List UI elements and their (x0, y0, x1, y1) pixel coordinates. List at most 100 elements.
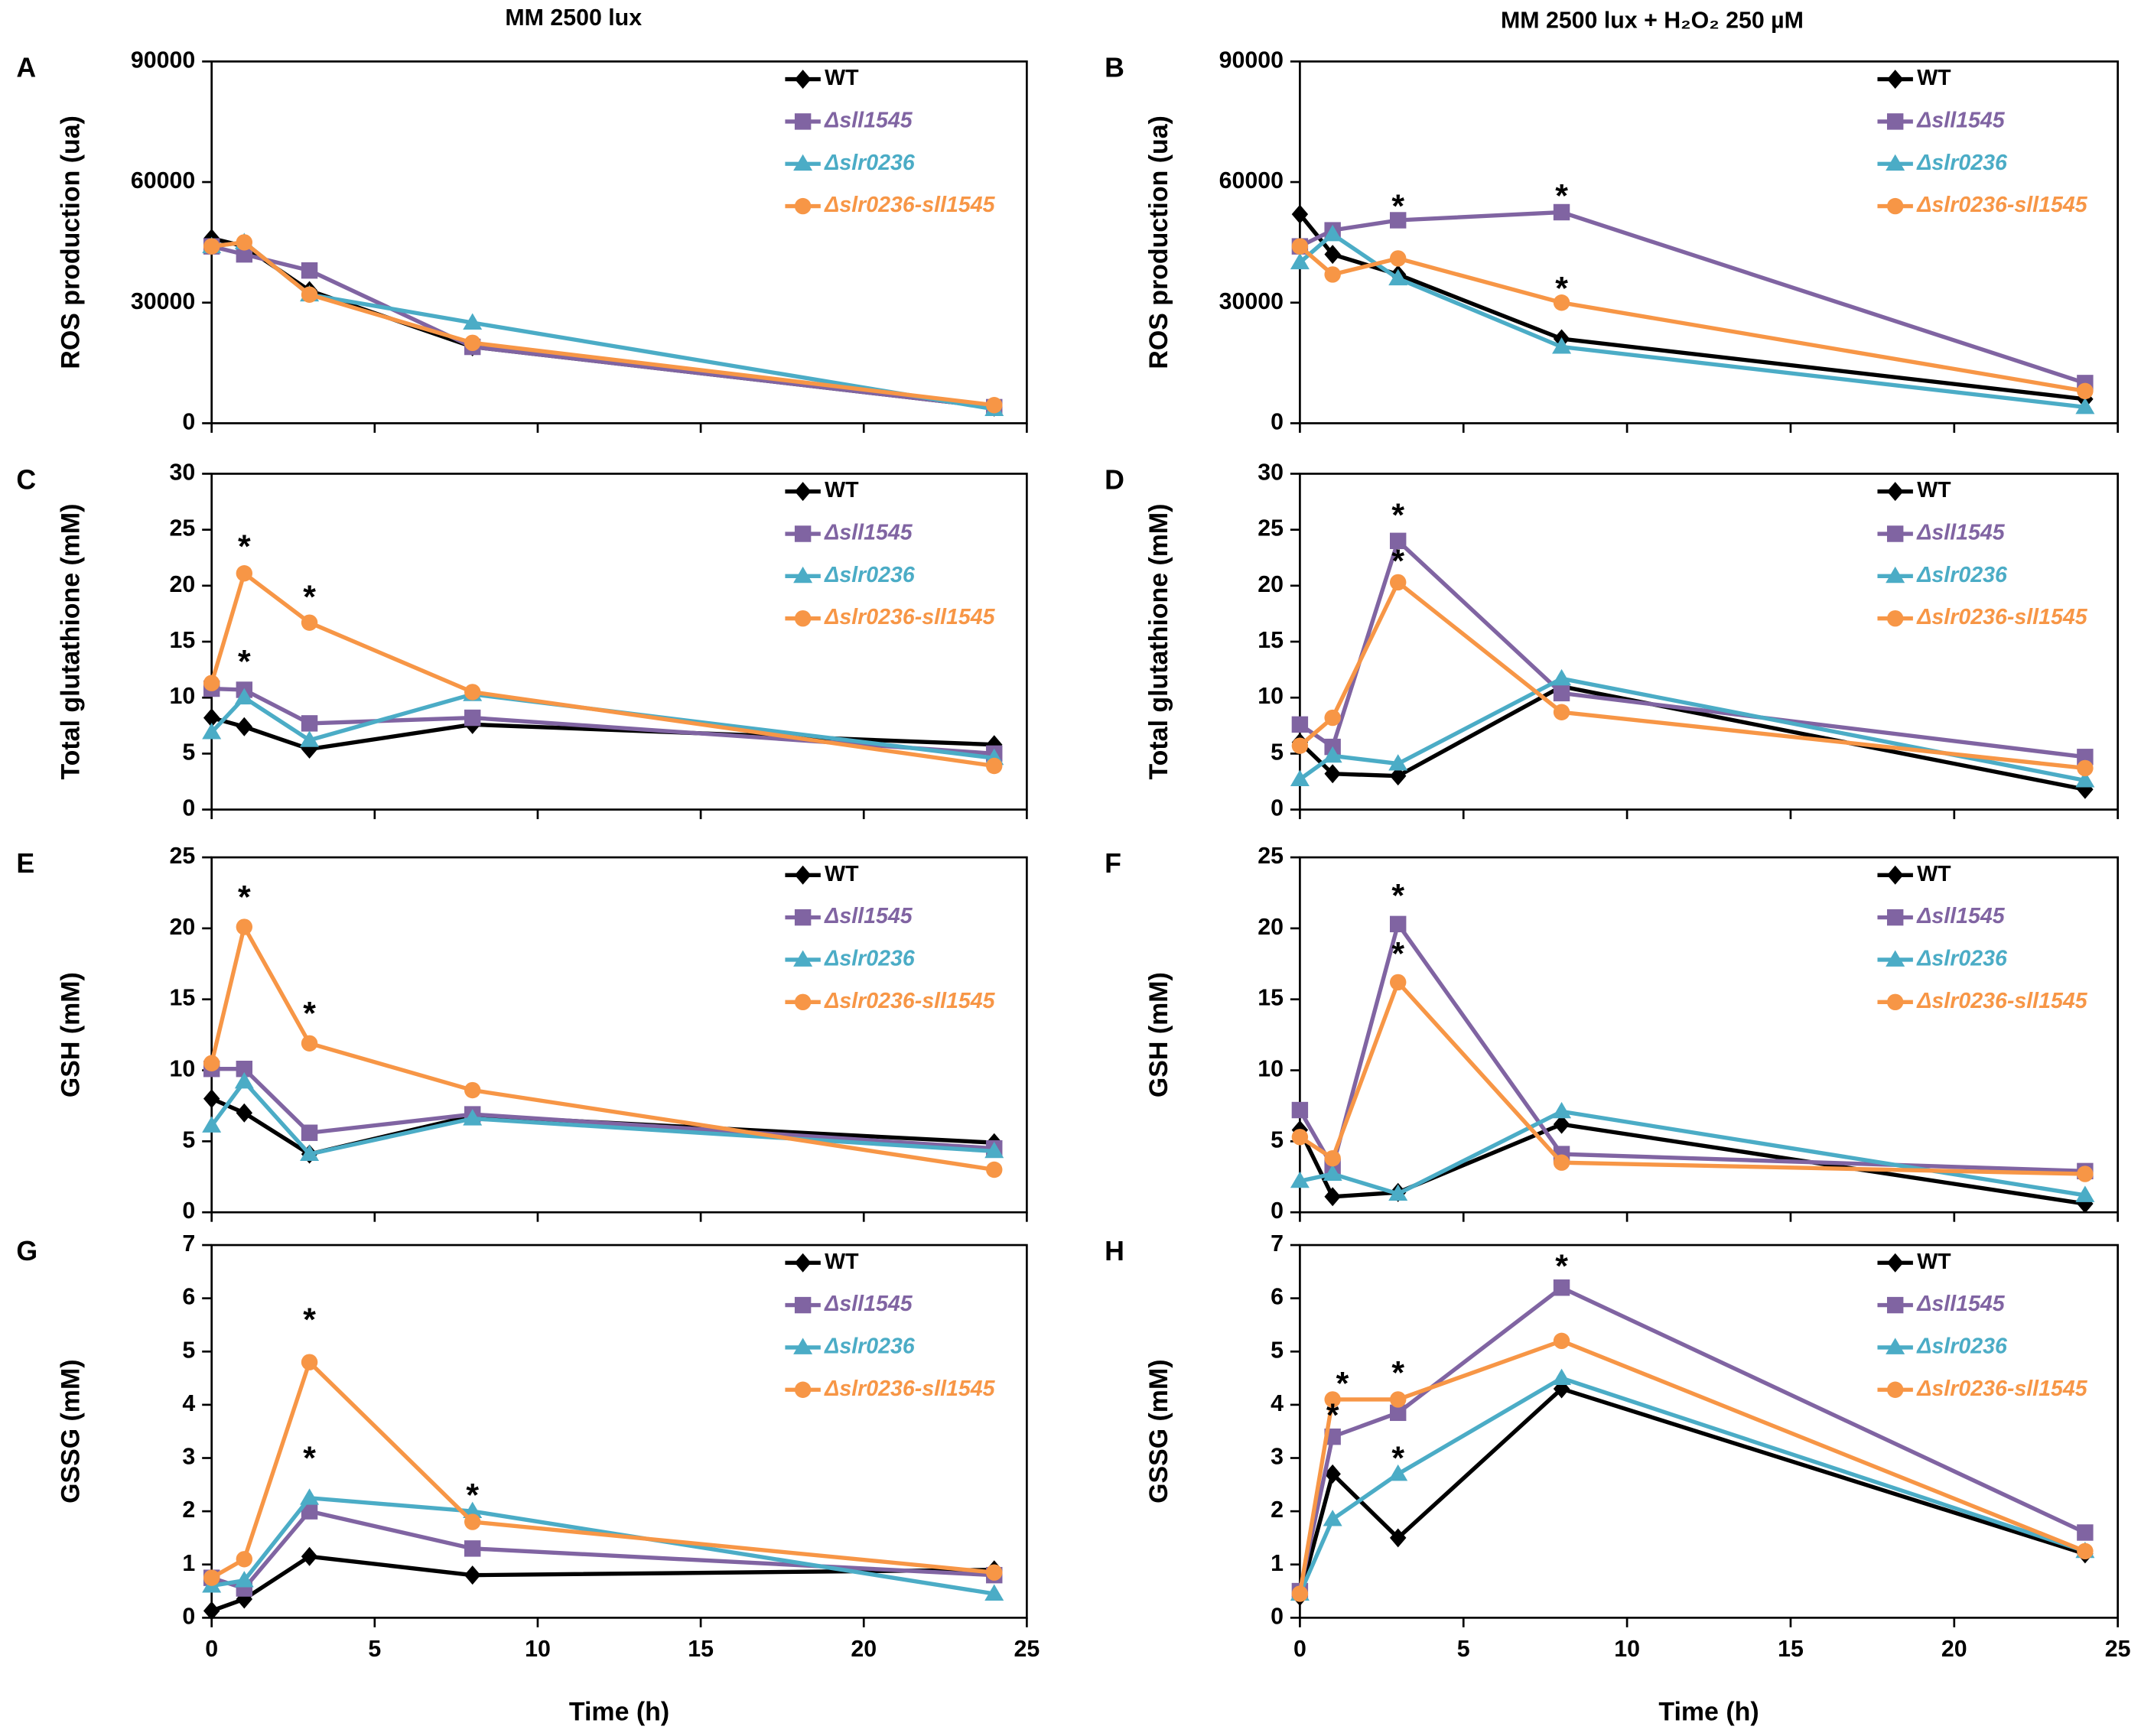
legend-label: WT (825, 478, 859, 502)
legend-label: WT (825, 66, 859, 90)
y-tick-label: 25 (170, 516, 196, 541)
marker (794, 1253, 812, 1273)
series-line (211, 1495, 995, 1596)
annotation: * (238, 644, 251, 681)
legend-label: Δslr0236-sll1545 (1916, 605, 2087, 629)
y-tick-label: 25 (1258, 516, 1284, 541)
marker (1886, 1338, 1905, 1354)
y-tick-label: 15 (1258, 628, 1284, 653)
series-line (211, 240, 995, 408)
y-tick-label: 3 (1271, 1445, 1284, 1470)
y-axis-label: GSSG (mM) (57, 1360, 86, 1504)
column-title: MM 2500 lux (505, 5, 642, 31)
marker (1291, 1129, 1309, 1146)
x-tick-label: 10 (1614, 1637, 1640, 1662)
y-tick-label: 90000 (131, 47, 195, 73)
y-tick-label: 30 (1258, 460, 1284, 485)
marker (1323, 1164, 1342, 1181)
legend-label: Δslr0236 (1916, 947, 2008, 971)
marker (794, 197, 812, 215)
marker (1552, 1368, 1572, 1386)
legend-label: Δslr0236-sll1545 (824, 1377, 995, 1401)
y-tick-label: 10 (1258, 684, 1284, 709)
marker (463, 1109, 483, 1126)
marker (301, 262, 318, 279)
series-line (1298, 232, 2086, 410)
y-tick-label: 0 (1271, 796, 1284, 821)
marker (2075, 771, 2095, 788)
marker (301, 1354, 318, 1370)
marker (2077, 1524, 2094, 1541)
y-tick-label: 10 (1258, 1057, 1284, 1082)
marker (1886, 993, 1904, 1011)
y-tick-label: 5 (1271, 1338, 1284, 1363)
series-line (210, 570, 995, 769)
y-tick-label: 30000 (1219, 289, 1284, 314)
marker (301, 1124, 318, 1141)
marker (793, 950, 813, 967)
y-tick-label: 15 (170, 628, 196, 653)
y-tick-label: 0 (182, 1604, 195, 1629)
marker (986, 1161, 1003, 1178)
series-line (210, 1554, 994, 1613)
marker (463, 1501, 483, 1519)
marker (1324, 1464, 1341, 1484)
x-tick-label: 0 (1293, 1637, 1306, 1662)
annotation: * (1555, 1248, 1568, 1285)
marker (1552, 1101, 1572, 1119)
panel-letter: H (1105, 1236, 1124, 1266)
marker (2077, 382, 2094, 400)
marker (1553, 704, 1570, 720)
marker (794, 482, 812, 502)
y-tick-label: 2 (1271, 1497, 1284, 1523)
marker (794, 610, 812, 627)
marker (1553, 1114, 1570, 1134)
marker (301, 715, 318, 732)
annotation: * (1391, 188, 1404, 225)
annotation: * (238, 879, 251, 915)
marker (1553, 203, 1570, 221)
marker (1389, 532, 1407, 550)
marker (236, 565, 253, 582)
plot-frame (1299, 856, 2119, 1214)
legend-label: Δslr0236-sll1545 (1916, 1377, 2087, 1401)
y-tick-label: 6 (1271, 1285, 1284, 1310)
y-tick-label: 15 (1258, 986, 1284, 1011)
legend-label: Δslr0236 (1916, 563, 2008, 587)
marker (236, 1551, 253, 1568)
marker (1324, 709, 1341, 727)
y-tick-label: 25 (1258, 844, 1284, 869)
marker (1388, 268, 1408, 286)
marker (464, 1081, 481, 1099)
marker (301, 614, 318, 631)
y-tick-label: 5 (182, 740, 195, 765)
series-line (1297, 1376, 2086, 1595)
plot-frame (210, 1243, 1028, 1619)
marker (236, 1103, 253, 1123)
annotation: * (1336, 1365, 1349, 1402)
y-tick-label: 20 (170, 572, 196, 597)
marker (300, 1144, 320, 1162)
marker (464, 1565, 481, 1585)
x-tick-label: 0 (205, 1637, 218, 1662)
marker (301, 1546, 318, 1566)
marker (1886, 566, 1905, 584)
x-tick-label: 5 (368, 1637, 381, 1662)
marker (301, 1503, 318, 1520)
legend-label: Δslr0236 (1916, 1334, 2008, 1358)
y-tick-label: 20 (170, 915, 196, 940)
marker (1291, 238, 1309, 255)
marker (794, 1296, 812, 1314)
marker (1323, 746, 1342, 763)
marker (202, 723, 222, 740)
marker (300, 1488, 320, 1505)
marker (1552, 668, 1572, 686)
marker (301, 1035, 318, 1052)
legend-label: WT (1917, 862, 1951, 886)
series-line (1297, 1285, 2087, 1592)
y-tick-label: 1 (1271, 1551, 1284, 1576)
legend-label: Δsll1545 (824, 108, 913, 132)
y-tick-label: 4 (1271, 1391, 1284, 1416)
series-line (211, 240, 995, 411)
marker (1389, 212, 1407, 229)
